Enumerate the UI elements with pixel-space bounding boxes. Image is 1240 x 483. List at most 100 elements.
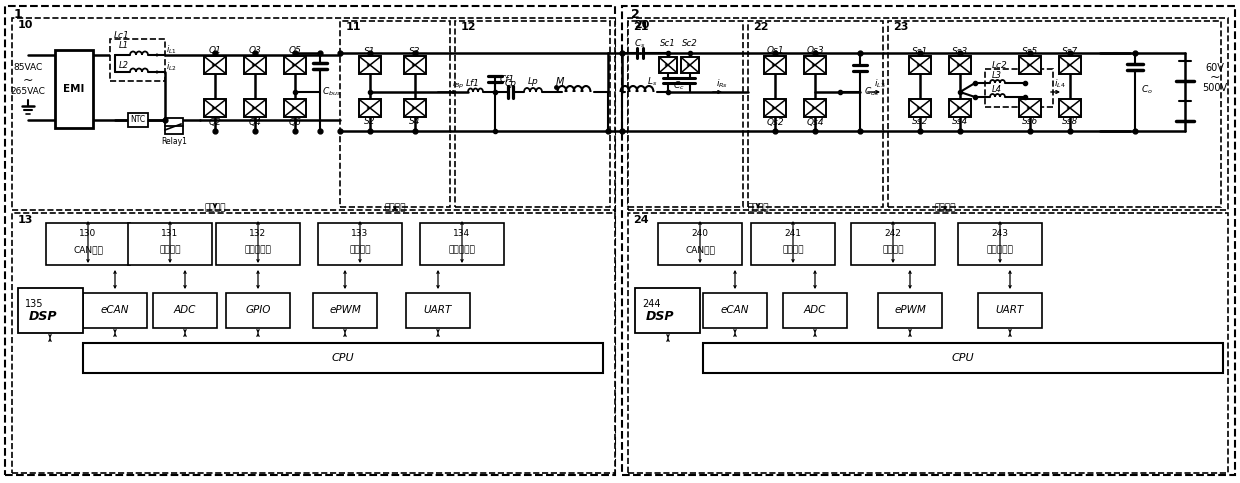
Text: Qs1: Qs1 — [766, 46, 784, 56]
Text: $i_{L1}$: $i_{L1}$ — [166, 44, 176, 56]
Text: L4: L4 — [992, 85, 1002, 95]
Bar — [12, 213, 615, 473]
Text: ~: ~ — [1210, 71, 1220, 84]
Text: 24: 24 — [634, 215, 649, 225]
Text: 采样调理: 采样调理 — [159, 245, 181, 255]
Bar — [878, 293, 942, 328]
Text: 60V: 60V — [1205, 63, 1224, 73]
Bar — [764, 56, 786, 74]
Bar — [404, 56, 427, 74]
Text: Ss2: Ss2 — [911, 117, 928, 127]
Bar — [244, 56, 267, 74]
Bar — [284, 99, 306, 117]
Bar — [851, 223, 935, 265]
Bar — [226, 293, 290, 328]
Text: Cp: Cp — [505, 79, 517, 87]
Text: eCAN: eCAN — [720, 305, 749, 315]
Text: M: M — [556, 77, 564, 87]
Text: CPU: CPU — [331, 353, 355, 363]
Text: NTC: NTC — [130, 115, 145, 125]
Bar — [128, 113, 148, 127]
Text: Ss6: Ss6 — [1022, 117, 1038, 127]
Text: EMI: EMI — [63, 84, 84, 94]
Bar — [949, 56, 971, 74]
Text: 1: 1 — [14, 9, 22, 22]
Bar — [5, 6, 615, 475]
Text: 采样输入: 采样输入 — [748, 203, 769, 213]
Bar — [312, 293, 377, 328]
Bar — [360, 99, 381, 117]
Bar — [909, 99, 931, 117]
Text: ADC: ADC — [174, 305, 196, 315]
Text: GPIO: GPIO — [246, 305, 270, 315]
Text: $i_{L3}$: $i_{L3}$ — [874, 78, 885, 90]
Bar — [635, 288, 701, 333]
Text: $C_c$: $C_c$ — [673, 80, 684, 92]
Bar — [751, 223, 835, 265]
Bar — [1059, 99, 1081, 117]
Text: Ss3: Ss3 — [952, 46, 968, 56]
Text: $i_{L4}$: $i_{L4}$ — [1054, 78, 1066, 90]
Bar — [703, 293, 768, 328]
Bar — [455, 21, 610, 207]
Text: 130: 130 — [79, 229, 97, 239]
Text: S4: S4 — [409, 117, 420, 127]
Text: $L_s$: $L_s$ — [647, 76, 657, 88]
Text: 22: 22 — [753, 22, 769, 32]
Bar — [244, 99, 267, 117]
Bar — [205, 99, 226, 117]
Bar — [985, 69, 1053, 107]
Text: Sc2: Sc2 — [682, 39, 698, 47]
Text: Lc1: Lc1 — [114, 30, 130, 40]
Bar — [404, 99, 427, 117]
Text: Ss5: Ss5 — [1022, 46, 1038, 56]
Bar — [19, 288, 83, 333]
Text: Lp: Lp — [528, 77, 538, 86]
Text: L2: L2 — [119, 60, 129, 70]
Text: UART: UART — [996, 305, 1024, 315]
Bar — [205, 56, 226, 74]
Text: $C_s$: $C_s$ — [635, 38, 646, 50]
Bar — [128, 223, 212, 265]
Bar — [55, 50, 93, 128]
Text: $C_{bus}$: $C_{bus}$ — [322, 86, 342, 98]
Bar — [888, 21, 1221, 207]
Text: Ss1: Ss1 — [911, 46, 928, 56]
Text: DSP: DSP — [29, 311, 57, 324]
Text: 85VAC: 85VAC — [14, 63, 42, 72]
Text: CPU: CPU — [951, 353, 975, 363]
Text: 243: 243 — [992, 229, 1008, 239]
Text: Relay1: Relay1 — [161, 137, 187, 145]
Bar — [804, 56, 826, 74]
Text: 11: 11 — [345, 22, 361, 32]
Bar — [909, 56, 931, 74]
Bar — [284, 56, 306, 74]
Text: 131: 131 — [161, 229, 179, 239]
Bar — [764, 99, 786, 117]
Bar — [12, 18, 615, 210]
Text: Qs3: Qs3 — [806, 46, 823, 56]
Text: S2: S2 — [365, 117, 376, 127]
Bar — [83, 343, 603, 373]
Text: 135: 135 — [25, 299, 43, 309]
Text: $C_{dc}$: $C_{dc}$ — [864, 86, 880, 98]
Bar — [681, 57, 699, 73]
Text: Cf1: Cf1 — [500, 74, 515, 84]
Text: Qs2: Qs2 — [766, 117, 784, 127]
Text: 240: 240 — [692, 229, 708, 239]
Bar — [703, 343, 1223, 373]
Text: Q2: Q2 — [208, 117, 222, 127]
Text: 132: 132 — [249, 229, 267, 239]
Text: 采样输入: 采样输入 — [205, 203, 226, 213]
Text: 242: 242 — [884, 229, 901, 239]
Text: Sc1: Sc1 — [660, 39, 676, 47]
Bar — [658, 57, 677, 73]
Text: L3: L3 — [992, 71, 1002, 81]
Text: 241: 241 — [785, 229, 801, 239]
Bar — [165, 118, 184, 134]
Text: 隔离驱动: 隔离驱动 — [882, 245, 904, 255]
Text: Q5: Q5 — [289, 46, 301, 56]
Text: S1: S1 — [365, 46, 376, 56]
Text: ~: ~ — [22, 73, 33, 86]
Bar — [317, 223, 402, 265]
